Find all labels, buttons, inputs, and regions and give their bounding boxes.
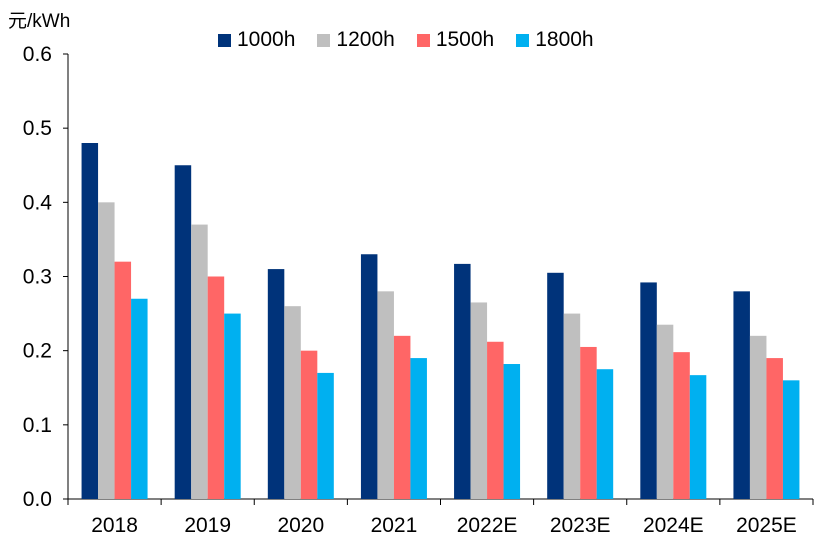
legend-label-1800h: 1800h [535, 28, 594, 51]
x-tick-label: 2023E [550, 514, 611, 537]
legend-item-1800h: 1800h [516, 28, 594, 52]
bar-1200h-2022E [470, 302, 488, 499]
bar-1200h-2018 [98, 202, 115, 500]
bar-1200h-2024E [656, 324, 674, 499]
bar-1800h-2020 [317, 372, 334, 499]
y-axis-unit-label: 元/kWh [8, 11, 71, 32]
y-tick-label: 0.6 [23, 43, 52, 66]
bar-1000h-2021 [360, 254, 378, 499]
bar-1200h-2025E [749, 335, 767, 499]
chart-legend: 1000h 1200h 1500h 1800h [218, 28, 616, 52]
bar-1000h-2020 [267, 269, 285, 499]
bar-1500h-2025E [766, 358, 783, 499]
legend-swatch-1000h [218, 33, 231, 47]
bar-1500h-2020 [300, 350, 318, 499]
x-tick-label: 2024E [643, 514, 704, 537]
bar-1000h-2022E [454, 263, 471, 499]
y-tick-label: 0.3 [23, 266, 52, 289]
bar-1800h-2022E [503, 364, 521, 499]
bar-1000h-2019 [174, 165, 192, 499]
bar-1500h-2022E [487, 341, 504, 499]
y-tick-label: 0.0 [23, 488, 52, 511]
legend-label-1200h: 1200h [336, 28, 395, 51]
bar-1800h-2025E [782, 380, 800, 499]
legend-item-1200h: 1200h [317, 28, 395, 52]
bar-1000h-2018 [81, 143, 99, 499]
bar-1800h-2021 [410, 358, 427, 499]
legend-swatch-1200h [317, 33, 331, 47]
bar-1500h-2018 [114, 261, 132, 499]
y-tick-label: 0.5 [23, 117, 52, 140]
x-tick-label: 2021 [371, 514, 418, 537]
legend-swatch-1500h [416, 33, 430, 47]
legend-label-1000h: 1000h [237, 28, 296, 51]
bar-1200h-2021 [377, 291, 394, 499]
bar-1800h-2018 [131, 298, 148, 499]
bar-1000h-2024E [640, 282, 657, 499]
legend-label-1500h: 1500h [435, 28, 495, 51]
bar-1500h-2024E [673, 352, 690, 499]
bar-1200h-2020 [284, 306, 301, 499]
bar-1200h-2023E [563, 313, 581, 499]
bar-1500h-2019 [207, 276, 225, 499]
bar-1500h-2021 [393, 335, 411, 499]
bar-1500h-2023E [580, 346, 597, 499]
bar-1000h-2023E [547, 272, 564, 499]
x-tick-label: 2025E [736, 514, 797, 537]
legend-item-1500h: 1500h [416, 28, 495, 52]
bar-1800h-2024E [689, 375, 707, 499]
legend-item-1000h: 1000h [218, 28, 295, 52]
legend-swatch-1800h [516, 33, 530, 47]
x-tick-label: 2022E [457, 514, 518, 537]
y-tick-label: 0.2 [23, 340, 52, 363]
y-tick-label: 0.4 [23, 191, 53, 214]
bar-1800h-2019 [224, 313, 241, 499]
bar-1000h-2025E [733, 291, 750, 499]
x-tick-label: 2018 [91, 514, 138, 537]
x-tick-label: 2019 [184, 514, 231, 537]
bar-1200h-2019 [191, 224, 208, 500]
x-tick-label: 2020 [277, 514, 324, 537]
bar-1800h-2023E [596, 369, 614, 499]
y-tick-label: 0.1 [23, 414, 52, 437]
